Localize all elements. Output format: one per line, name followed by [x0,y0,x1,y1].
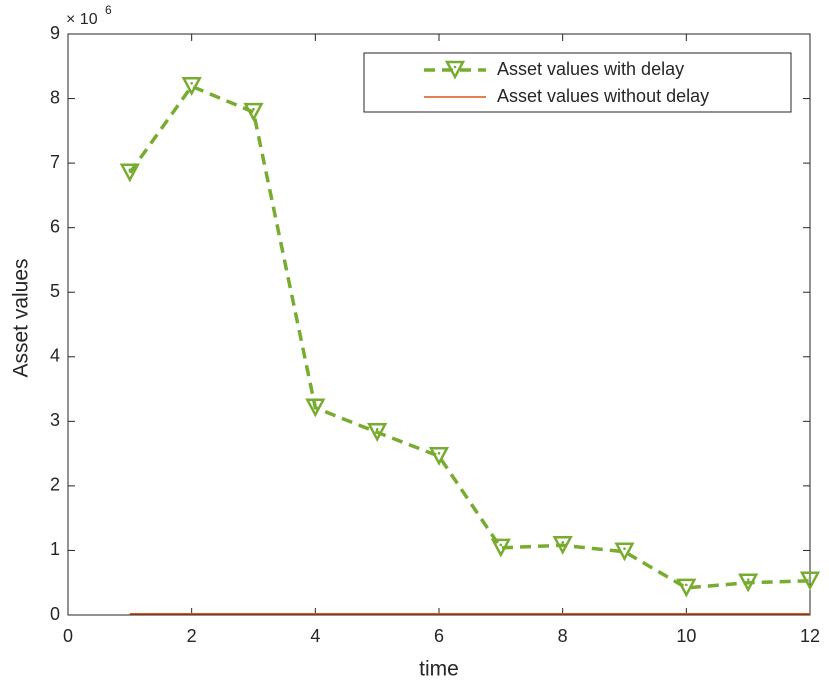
marker [738,573,759,593]
marker-dot [685,583,688,587]
y-tick-label: 2 [50,475,60,495]
marker [243,102,264,122]
legend-label: Asset values with delay [497,59,684,79]
x-tick-label: 10 [676,626,696,646]
y-tick-label: 4 [50,346,60,366]
x-tick-label: 2 [187,626,197,646]
marker-dot [252,107,255,111]
y-tick-label: 5 [50,281,60,301]
y-tick-label: 1 [50,539,60,559]
legend-marker [444,60,466,80]
y-tick-label: 3 [50,410,60,430]
plot-frame [67,33,811,616]
marker [799,571,821,591]
marker [305,398,326,418]
y-tick-label: 9 [50,23,60,43]
marker-dot [499,543,503,547]
y-tick-label: 0 [50,604,60,624]
marker-dot [561,540,564,544]
marker-dot [623,547,626,551]
marker [490,538,511,558]
marker-dot [190,81,193,85]
x-tick-label: 12 [800,626,820,646]
marker [119,163,140,183]
marker-dot [128,168,132,172]
legend-label: Asset values without delay [497,86,709,106]
marker-dot [746,578,750,582]
marker [367,423,388,442]
x-tick-label: 8 [558,626,568,646]
marker-dot [808,576,812,580]
y-multiplier-exponent: 6 [105,3,112,17]
series-line [128,84,811,590]
marker-dot [375,428,379,431]
marker-dot [437,451,441,455]
y-tick-label: 6 [50,216,60,236]
y-axis-label: Asset values [10,258,33,377]
legend-box [363,52,792,113]
marker [614,542,635,562]
marker [552,536,573,555]
y-multiplier: × 10 [66,11,98,28]
legend-marker-dot [453,65,457,69]
y-tick-label: 8 [50,87,60,107]
x-tick-label: 4 [310,626,320,646]
x-tick-label: 0 [63,626,73,646]
x-axis-label: time [419,658,459,681]
x-tick-label: 6 [434,626,444,646]
marker [428,446,450,466]
y-tick-label: 7 [50,152,60,172]
marker [181,77,202,96]
marker [676,578,697,598]
marker-dot [314,403,317,407]
